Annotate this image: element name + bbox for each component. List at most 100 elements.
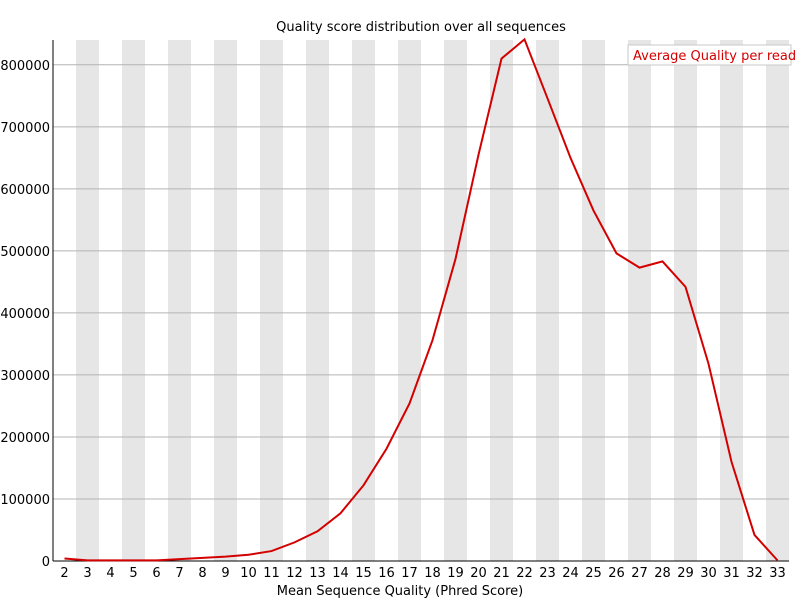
data-point-19: [455, 258, 457, 260]
legend-label: Average Quality per read: [633, 49, 796, 64]
x-tick-23: 23: [539, 566, 556, 581]
data-point-4: [110, 559, 112, 561]
y-tick-100000: 100000: [0, 493, 50, 508]
x-tick-22: 22: [516, 566, 533, 581]
x-tick-10: 10: [240, 566, 257, 581]
data-point-20: [478, 154, 480, 156]
band-33: [766, 40, 789, 561]
series-lines: [64, 37, 779, 562]
y-tick-200000: 200000: [0, 431, 50, 446]
data-point-25: [593, 210, 595, 212]
data-point-29: [685, 286, 687, 288]
y-tick-labels: 0 100000 200000 300000 400000 500000 600000 700…: [0, 59, 50, 570]
band-9: [214, 40, 237, 561]
data-point-23: [547, 97, 549, 99]
data-point-14: [340, 512, 342, 514]
data-point-3: [87, 559, 89, 561]
x-tick-19: 19: [447, 566, 464, 581]
data-point-7: [179, 558, 181, 560]
band-21: [490, 40, 513, 561]
band-11: [260, 40, 283, 561]
x-tick-3: 3: [83, 566, 91, 581]
data-point-31: [731, 461, 733, 463]
y-tick-700000: 700000: [0, 121, 50, 136]
data-point-16: [386, 448, 388, 450]
data-point-27: [639, 267, 641, 269]
data-point-18: [432, 339, 434, 341]
band-31: [720, 40, 743, 561]
y-tick-400000: 400000: [0, 307, 50, 322]
series-line-0: [64, 37, 779, 562]
band-25: [582, 40, 605, 561]
x-tick-30: 30: [700, 566, 717, 581]
x-axis-label: Mean Sequence Quality (Phred Score): [277, 584, 523, 599]
data-point-10: [248, 554, 250, 556]
x-tick-31: 31: [723, 566, 740, 581]
x-tick-labels: 2 3 4 5 6 7 8 9 10 11 12 13 14 15 16 17 18 19 20 21 22 23 24 25…: [60, 566, 785, 581]
y-tick-500000: 500000: [0, 245, 50, 260]
band-7: [168, 40, 191, 561]
band-17: [398, 40, 421, 561]
x-tick-14: 14: [332, 566, 349, 581]
data-point-26: [616, 252, 618, 254]
x-tick-21: 21: [493, 566, 510, 581]
x-tick-11: 11: [263, 566, 280, 581]
x-tick-9: 9: [221, 566, 229, 581]
x-tick-32: 32: [746, 566, 763, 581]
data-point-11: [271, 550, 273, 552]
x-tick-6: 6: [152, 566, 160, 581]
data-point-8: [202, 557, 204, 559]
x-tick-13: 13: [309, 566, 326, 581]
x-tick-12: 12: [286, 566, 303, 581]
band-15: [352, 40, 375, 561]
legend-box: [627, 44, 792, 66]
x-tick-4: 4: [106, 566, 114, 581]
x-tick-8: 8: [198, 566, 206, 581]
x-tick-16: 16: [378, 566, 395, 581]
alternating-bands: [76, 40, 789, 561]
data-point-32: [754, 534, 756, 536]
band-27: [628, 40, 651, 561]
legend: Average Quality per read: [627, 44, 796, 66]
y-tick-600000: 600000: [0, 183, 50, 198]
data-point-22: [524, 38, 526, 40]
gridlines: [53, 64, 789, 500]
x-tick-33: 33: [769, 566, 786, 581]
band-23: [536, 40, 559, 561]
axes: [52, 40, 789, 562]
data-point-6: [156, 559, 158, 561]
x-tick-7: 7: [175, 566, 183, 581]
x-tick-5: 5: [129, 566, 137, 581]
band-29: [674, 40, 697, 561]
x-tick-17: 17: [401, 566, 418, 581]
x-tick-18: 18: [424, 566, 441, 581]
x-tick-25: 25: [585, 566, 602, 581]
data-point-2: [64, 558, 66, 560]
band-13: [306, 40, 329, 561]
data-point-13: [317, 530, 319, 532]
data-point-30: [708, 363, 710, 365]
data-point-28: [662, 260, 664, 262]
x-tick-20: 20: [470, 566, 487, 581]
data-point-12: [294, 541, 296, 543]
data-point-5: [133, 559, 135, 561]
data-point-21: [501, 58, 503, 60]
y-tick-800000: 800000: [0, 59, 50, 74]
x-tick-24: 24: [562, 566, 579, 581]
y-tick-0: 0: [42, 555, 50, 570]
data-point-15: [363, 484, 365, 486]
x-tick-2: 2: [60, 566, 68, 581]
data-point-24: [570, 157, 572, 159]
chart-title: Quality score distribution over all sequ…: [276, 20, 566, 35]
data-point-9: [225, 556, 227, 558]
band-3: [76, 40, 99, 561]
x-tick-27: 27: [631, 566, 648, 581]
y-tick-300000: 300000: [0, 369, 50, 384]
data-point-17: [409, 402, 411, 404]
band-5: [122, 40, 145, 561]
x-tick-29: 29: [677, 566, 694, 581]
band-19: [444, 40, 467, 561]
x-tick-26: 26: [608, 566, 625, 581]
